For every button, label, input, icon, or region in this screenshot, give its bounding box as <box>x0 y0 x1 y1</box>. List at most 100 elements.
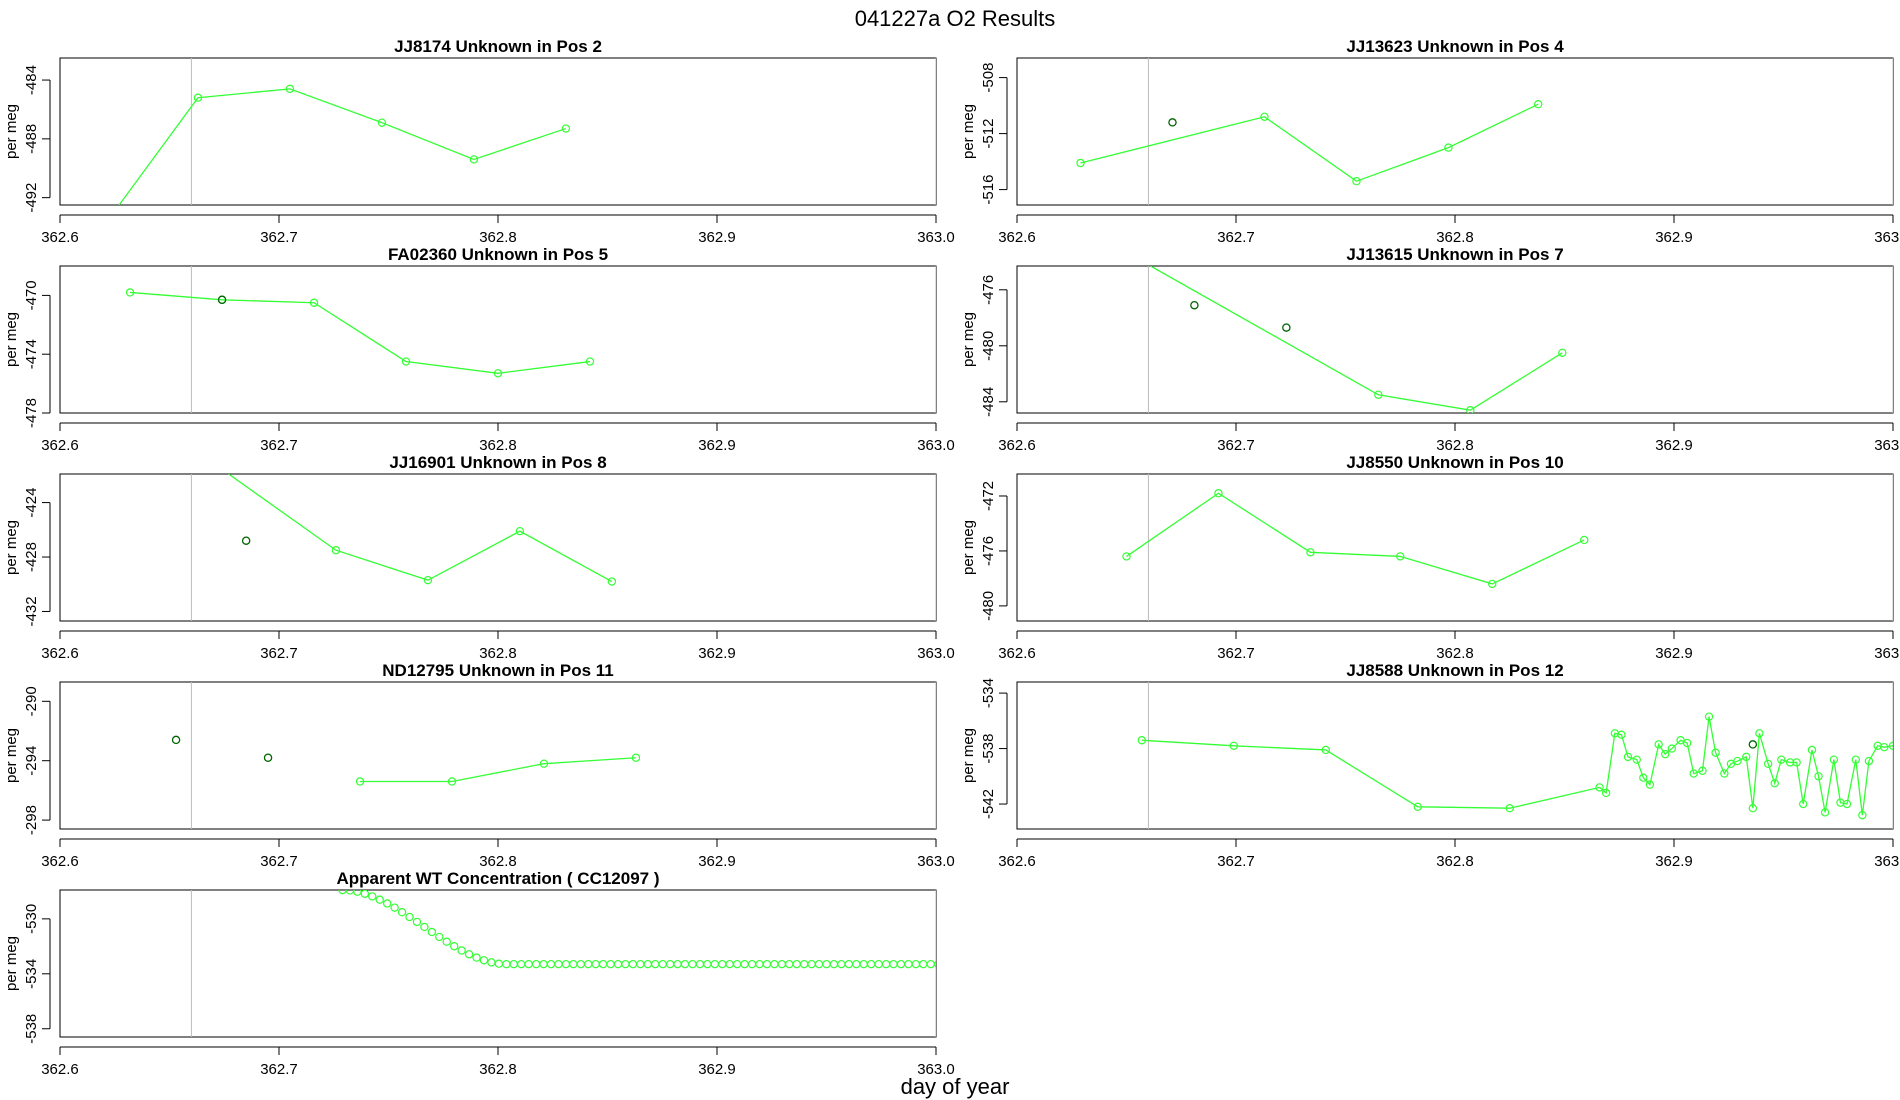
data-point <box>591 959 600 969</box>
data-point <box>680 959 690 969</box>
panel-9: Apparent WT Concentration ( CC12097 ) 362… <box>3 869 955 1078</box>
data-point <box>1260 112 1269 122</box>
series-line <box>228 474 613 583</box>
x-tick-label: 362.8 <box>479 229 517 246</box>
y-tick-label: -542 <box>980 789 997 819</box>
data-point <box>360 890 370 898</box>
data-point <box>1580 535 1589 545</box>
series-line <box>130 291 591 374</box>
x-tick-label: 362.9 <box>698 437 736 454</box>
x-tick-label: 362.6 <box>41 645 79 662</box>
data-point <box>792 959 801 969</box>
y-tick-label: -474 <box>23 339 40 369</box>
plot-area <box>118 58 936 205</box>
x-tick-label: 363.0 <box>917 1061 955 1078</box>
data-point <box>1785 758 1795 767</box>
x-tick-label: 362.6 <box>998 853 1036 870</box>
panel-title: JJ8174 Unknown in Pos 2 <box>394 37 602 56</box>
panel-7: ND12795 Unknown in Pos 11 362.6 362.7 362.8… <box>3 661 955 870</box>
data-point <box>377 118 387 127</box>
data-point <box>770 959 779 969</box>
x-tick-label: 362.6 <box>41 853 79 870</box>
data-point <box>554 959 563 969</box>
data-point <box>933 960 936 968</box>
y-axis-label: per meg <box>960 312 977 367</box>
plot-area <box>1076 58 1893 205</box>
data-point <box>285 84 295 94</box>
data-point <box>844 959 854 969</box>
data-point <box>1770 779 1779 788</box>
data-point <box>509 959 518 969</box>
data-point <box>1814 772 1823 781</box>
y-axis-label: per meg <box>960 520 977 575</box>
data-point <box>1623 752 1633 762</box>
data-point <box>1807 745 1817 755</box>
data-point <box>1682 738 1692 748</box>
data-point <box>1639 773 1648 782</box>
data-point <box>1829 755 1839 764</box>
data-point <box>1352 176 1361 186</box>
y-tick-label: -480 <box>980 331 997 361</box>
data-point <box>517 959 526 969</box>
data-point <box>606 959 615 969</box>
flagged-point <box>1282 323 1291 332</box>
y-tick-label: -298 <box>23 805 40 835</box>
data-point <box>1755 729 1764 738</box>
y-axis-label: per meg <box>3 520 20 575</box>
data-point <box>1667 744 1677 753</box>
series-line <box>1126 492 1585 585</box>
y-tick-label: -538 <box>980 734 997 764</box>
data-point <box>814 959 824 969</box>
x-tick-label: 363.0 <box>917 229 955 246</box>
y-tick-label: -428 <box>23 542 40 572</box>
data-point <box>412 917 422 927</box>
data-point <box>1858 810 1867 820</box>
x-tick-label: 362.6 <box>998 437 1036 454</box>
data-point <box>1777 755 1786 764</box>
x-tick-label: 362.7 <box>1217 853 1255 870</box>
x-tick-label: 362.9 <box>698 229 736 246</box>
panel-6: JJ8550 Unknown in Pos 10 362.6 362.7 362.8 3… <box>960 453 1900 662</box>
data-point <box>1645 780 1655 789</box>
data-point <box>585 357 595 366</box>
flagged-point <box>1168 118 1177 127</box>
x-tick-label: 362.6 <box>998 645 1036 662</box>
data-point <box>1880 742 1889 752</box>
panels: JJ8174 Unknown in Pos 2 362.6 362.7 362.8 36… <box>3 37 1900 1078</box>
x-tick-label: 362.9 <box>1655 437 1693 454</box>
y-tick-label: -512 <box>980 119 997 149</box>
y-axis-label: per meg <box>3 312 20 367</box>
x-tick-label: 362.6 <box>41 437 79 454</box>
panel-1: JJ8174 Unknown in Pos 2 362.6 362.7 362.8 36… <box>3 37 955 246</box>
data-point <box>658 959 667 969</box>
x-tick-label: 362.9 <box>698 1061 736 1078</box>
data-point <box>1466 406 1475 413</box>
data-point <box>539 959 548 969</box>
data-point <box>1534 99 1543 109</box>
y-tick-label: -294 <box>23 746 40 776</box>
flagged-point <box>171 735 181 745</box>
y-axis-label: per meg <box>960 728 977 783</box>
data-point <box>1711 748 1720 757</box>
data-point <box>889 959 898 969</box>
data-point <box>785 959 794 969</box>
x-tick-label: 362.6 <box>41 1061 79 1078</box>
data-point <box>479 956 489 965</box>
data-point <box>1864 756 1874 766</box>
data-point <box>874 959 883 969</box>
series-line <box>1141 716 1893 816</box>
data-point <box>911 959 921 969</box>
x-tick-label: 363.0 <box>1874 437 1900 454</box>
x-tick-label: 362.7 <box>260 437 298 454</box>
y-tick-label: -538 <box>23 1014 40 1044</box>
figure-title: 041227a O2 Results <box>855 6 1056 31</box>
data-point <box>1698 766 1707 775</box>
data-point <box>740 959 749 969</box>
x-tick-label: 362.7 <box>260 1061 298 1078</box>
data-point <box>1851 755 1860 764</box>
data-point <box>919 959 928 969</box>
y-tick-label: -484 <box>980 387 997 417</box>
x-tick-label: 362.9 <box>698 645 736 662</box>
data-point <box>487 958 496 967</box>
